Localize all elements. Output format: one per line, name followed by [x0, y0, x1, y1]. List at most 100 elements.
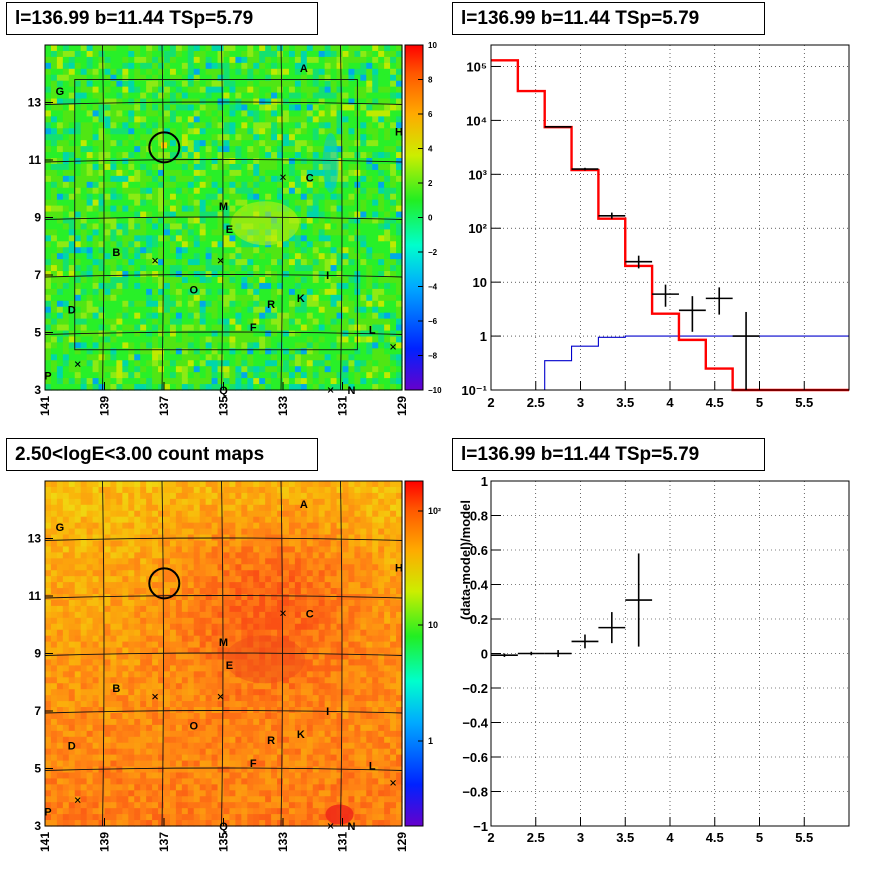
heatmap-pixel	[342, 223, 350, 230]
heatmap-pixel	[86, 742, 94, 750]
heatmap-pixel	[152, 80, 159, 88]
heatmap-pixel	[122, 348, 129, 355]
heatmap-pixel	[265, 336, 272, 344]
x-tick-label: 4.5	[706, 395, 724, 410]
heatmap-pixel	[92, 778, 100, 785]
heatmap-pixel	[164, 790, 171, 797]
heatmap-pixel	[164, 742, 171, 750]
heatmap-pixel	[74, 122, 82, 129]
heatmap-pixel	[110, 748, 117, 756]
heatmap-pixel	[199, 229, 207, 236]
heatmap-pixel	[152, 181, 159, 189]
heatmap-pixel	[342, 175, 350, 183]
heatmap-pixel	[366, 336, 373, 344]
heatmap-pixel	[110, 336, 117, 344]
heatmap-pixel	[128, 784, 135, 791]
heatmap-pixel	[169, 265, 177, 272]
heatmap-pixel	[306, 271, 314, 278]
heatmap-pixel	[68, 229, 76, 236]
heatmap-pixel	[164, 683, 171, 690]
heatmap-pixel	[175, 294, 183, 302]
heatmap-pixel	[134, 707, 141, 714]
heatmap-pixel	[50, 564, 58, 571]
heatmap-pixel	[146, 259, 153, 266]
heatmap-pixel	[122, 98, 129, 106]
heatmap-pixel	[140, 504, 147, 512]
heatmap-pixel	[271, 56, 278, 64]
heatmap-pixel	[175, 158, 183, 165]
y-tick-label: 5	[34, 326, 41, 340]
heatmap-pixel	[146, 659, 153, 666]
heatmap-pixel	[300, 247, 308, 254]
heatmap-pixel	[312, 175, 320, 183]
heatmap-pixel	[80, 384, 88, 391]
heatmap-pixel	[342, 92, 350, 100]
heatmap-pixel	[164, 772, 171, 780]
heatmap-pixel	[122, 528, 129, 536]
y-tick-label: 10⁻¹	[461, 383, 487, 398]
heatmap-pixel	[122, 522, 129, 530]
heatmap-pixel	[104, 611, 112, 619]
heatmap-pixel	[372, 229, 379, 236]
heatmap-pixel	[205, 74, 213, 82]
heatmap-pixel	[134, 300, 141, 308]
heatmap-pixel	[312, 217, 320, 225]
heatmap-pixel	[116, 378, 123, 385]
heatmap-pixel	[74, 778, 82, 785]
heatmap-pixel	[294, 330, 302, 338]
heatmap-pixel	[205, 116, 213, 123]
heatmap-pixel	[68, 582, 76, 589]
heatmap-pixel	[318, 80, 326, 88]
heatmap-pixel	[140, 92, 147, 100]
heatmap-pixel	[181, 546, 189, 553]
heatmap-pixel	[134, 724, 141, 732]
heatmap-pixel	[74, 92, 82, 100]
heatmap-pixel	[199, 384, 207, 391]
heatmap-pixel	[140, 122, 147, 129]
heatmap-pixel	[342, 318, 350, 326]
heatmap-pixel	[342, 110, 350, 117]
heatmap-pixel	[158, 498, 165, 506]
heatmap-pixel	[152, 68, 159, 76]
heatmap-pixel	[140, 784, 147, 791]
heatmap-pixel	[360, 86, 367, 94]
heatmap-pixel	[312, 134, 320, 141]
heatmap-pixel	[92, 134, 100, 141]
heatmap-pixel	[164, 659, 171, 666]
heatmap-pixel	[229, 116, 236, 123]
heatmap-pixel	[306, 372, 314, 379]
heatmap-pixel	[169, 724, 177, 732]
heatmap-pixel	[50, 253, 58, 260]
heatmap-pixel	[45, 683, 52, 690]
heatmap-pixel	[158, 641, 165, 649]
heatmap-pixel	[181, 211, 189, 219]
heatmap-pixel	[181, 265, 189, 272]
heatmap-pixel	[140, 265, 147, 272]
heatmap-pixel	[45, 481, 52, 488]
heatmap-pixel	[110, 623, 117, 631]
heatmap-pixel	[169, 205, 177, 213]
heatmap-pixel	[74, 629, 82, 637]
heatmap-pixel	[181, 158, 189, 165]
heatmap-pixel	[128, 772, 135, 780]
heatmap-pixel	[181, 152, 189, 159]
heatmap-pixel	[217, 324, 225, 332]
heatmap-pixel	[128, 312, 135, 320]
heatmap-pixel	[116, 772, 123, 780]
heatmap-pixel	[169, 498, 177, 506]
heatmap-pixel	[330, 259, 338, 266]
heatmap-pixel	[50, 730, 58, 738]
heatmap-pixel	[360, 45, 367, 52]
heatmap-pixel	[164, 330, 171, 338]
heatmap-pixel	[312, 104, 320, 112]
heatmap-pixel	[318, 128, 326, 135]
heatmap-pixel	[235, 342, 242, 349]
heatmap-pixel	[74, 175, 82, 183]
heatmap-pixel	[336, 366, 344, 373]
heatmap-pixel	[217, 50, 225, 58]
heatmap-pixel	[259, 56, 266, 64]
heatmap-pixel	[98, 748, 106, 756]
heatmap-pixel	[80, 140, 88, 147]
heatmap-pixel	[62, 671, 70, 678]
heatmap-pixel	[360, 146, 367, 153]
